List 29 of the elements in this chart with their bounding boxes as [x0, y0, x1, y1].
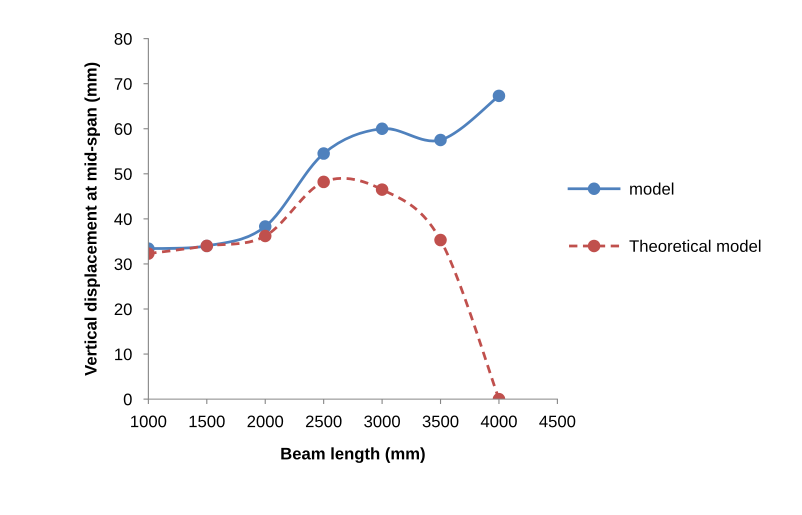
x-tick-label: 3000 [364, 416, 400, 428]
x-tick-label: 4500 [539, 416, 576, 428]
x-tick-label: 2000 [248, 416, 284, 428]
y-tick-label: 60 [114, 123, 132, 135]
legend-label: model [630, 182, 674, 195]
y-tick-label: 20 [114, 303, 132, 316]
x-tick-label: 3500 [422, 416, 458, 428]
y-tick-label: 50 [114, 168, 132, 180]
y-tick-label: 0 [124, 394, 132, 406]
y-tick-label: 70 [114, 78, 132, 90]
point [434, 234, 447, 246]
point [376, 122, 388, 135]
y-tick-label: 30 [114, 258, 132, 270]
point [434, 134, 447, 146]
x-axis-title: Beam length (mm) [281, 447, 425, 463]
x-tick-label: 1500 [190, 416, 225, 428]
x-tick-label: 2500 [306, 416, 342, 428]
y-axis-title: Vertical displacement at mid-span (mm) [84, 62, 100, 376]
point [492, 90, 506, 102]
point [258, 230, 272, 242]
point [376, 183, 388, 196]
y-tick-label: 80 [114, 33, 132, 45]
x-tick-label: 4000 [480, 416, 517, 428]
y-tick-label: 40 [114, 213, 132, 226]
x-tick-label: 1000 [131, 416, 166, 428]
point [317, 176, 330, 188]
y-tick-label: 10 [115, 348, 132, 360]
legend-label: Theoretical model [629, 240, 760, 252]
point [317, 147, 330, 160]
